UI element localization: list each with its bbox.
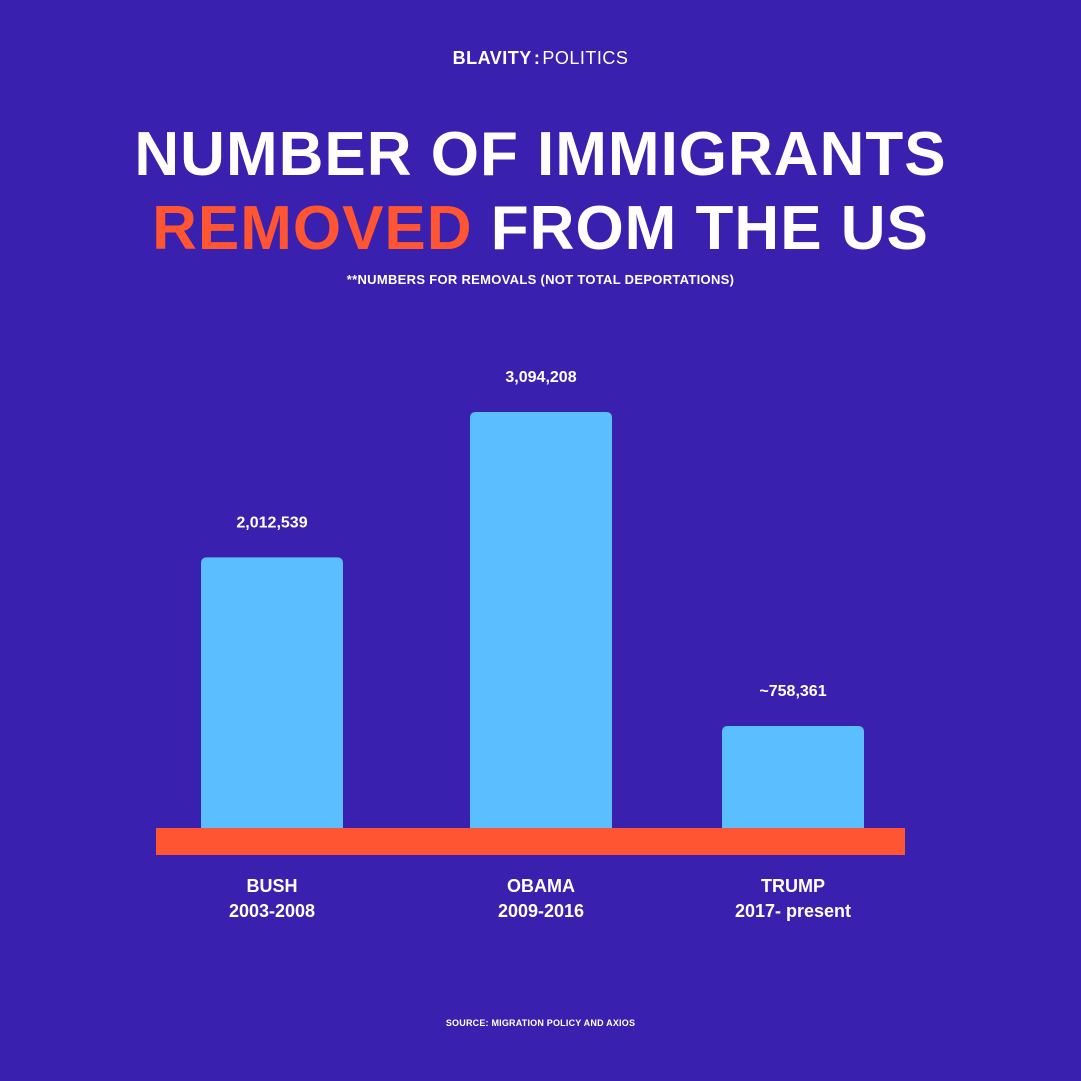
category-label-obama: OBAMA <box>507 876 575 896</box>
chart-title-rest: FROM THE US <box>490 194 929 263</box>
chart-subtitle: **NUMBERS FOR REMOVALS (NOT TOTAL DEPORT… <box>346 272 735 287</box>
value-label-trump: ~758,361 <box>759 683 826 700</box>
brand-separator: : <box>533 48 541 68</box>
bar-trump <box>722 726 864 828</box>
category-label-bush: BUSH <box>246 876 297 896</box>
brand-logo: BLAVITY: POLITICS <box>0 48 1081 69</box>
bar-obama <box>470 412 612 828</box>
value-label-bush: 2,012,539 <box>236 514 307 531</box>
brand-section: POLITICS <box>542 48 629 68</box>
bar-bush <box>201 557 343 828</box>
chart-title-line1: NUMBER OF IMMIGRANTS <box>134 120 947 189</box>
chart-title-accent: REMOVED <box>152 194 473 263</box>
chart-baseline <box>156 828 905 855</box>
chart-title-line2: REMOVED FROM THE US <box>0 198 1081 260</box>
category-label-trump: TRUMP <box>761 876 825 896</box>
category-period-bush: 2003-2008 <box>229 901 315 921</box>
source-note: SOURCE: MIGRATION POLICY AND AXIOS <box>445 1018 636 1028</box>
brand-name: BLAVITY <box>452 48 532 68</box>
value-label-obama: 3,094,208 <box>505 369 576 386</box>
category-period-obama: 2009-2016 <box>498 901 584 921</box>
category-period-trump: 2017- present <box>735 901 851 921</box>
